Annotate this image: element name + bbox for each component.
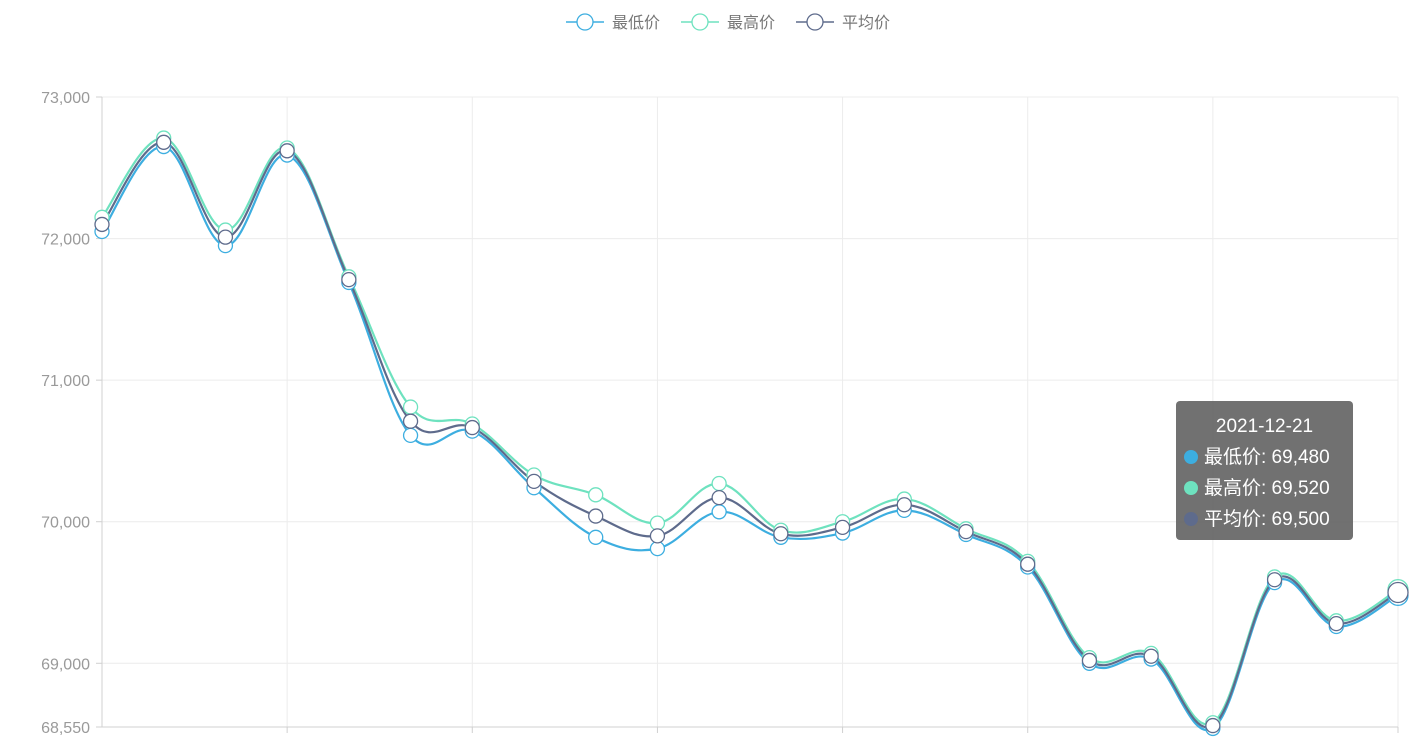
legend-marker xyxy=(691,13,709,31)
tooltip-title: 2021-12-21 xyxy=(1215,416,1314,437)
data-point[interactable] xyxy=(958,523,974,540)
data-point[interactable] xyxy=(649,528,666,544)
data-point[interactable] xyxy=(834,519,851,536)
legend-marker xyxy=(576,13,594,31)
data-point[interactable] xyxy=(217,229,234,245)
tooltip-row-high: 最高价: 69,520 xyxy=(1184,473,1345,504)
data-point[interactable] xyxy=(1020,556,1036,572)
legend-item-0[interactable]: 最低价 xyxy=(566,13,660,32)
legend-label: 最低价 xyxy=(612,14,660,32)
legend-label: 平均价 xyxy=(842,14,890,32)
tooltip-dot-avg xyxy=(1184,512,1198,526)
data-point[interactable] xyxy=(341,271,357,288)
legend-marker xyxy=(806,13,824,31)
chart-tooltip: 2021-12-21 最低价: 69,480 最高价: 69,520 平均价: … xyxy=(1176,401,1353,540)
data-point[interactable] xyxy=(711,504,727,520)
data-point[interactable] xyxy=(588,508,604,524)
data-point[interactable] xyxy=(896,497,912,513)
y-tick-label: 73,000 xyxy=(41,90,90,107)
data-point[interactable] xyxy=(649,515,666,531)
legend-item-1[interactable]: 最高价 xyxy=(681,13,775,32)
tooltip-row-avg: 平均价: 69,500 xyxy=(1184,504,1345,535)
series-points xyxy=(94,130,1409,737)
y-tick-label: 69,000 xyxy=(41,656,90,673)
tooltip-dot-high xyxy=(1184,481,1198,495)
data-point[interactable] xyxy=(773,526,789,542)
data-point[interactable] xyxy=(279,143,295,159)
tooltip-dot-low xyxy=(1184,450,1198,464)
data-point[interactable] xyxy=(156,134,172,150)
y-tick-label: 71,000 xyxy=(41,373,90,390)
data-point[interactable] xyxy=(94,216,110,233)
y-tick-label: 72,000 xyxy=(41,232,90,249)
data-point[interactable] xyxy=(402,427,419,444)
data-point[interactable] xyxy=(1081,652,1098,669)
data-point[interactable] xyxy=(711,490,727,506)
data-point[interactable] xyxy=(526,473,542,490)
data-point[interactable] xyxy=(711,475,727,492)
tooltip-label-high: 最高价: 69,520 xyxy=(1204,478,1330,499)
tooltip-row-low: 最低价: 69,480 xyxy=(1184,442,1345,473)
tooltip-label-avg: 平均价: 69,500 xyxy=(1204,509,1330,530)
data-point[interactable] xyxy=(402,399,419,415)
data-point[interactable] xyxy=(1266,572,1283,588)
data-point[interactable] xyxy=(588,487,604,503)
y-tick-label: 70,000 xyxy=(41,515,90,532)
data-point[interactable] xyxy=(588,529,604,545)
data-point[interactable] xyxy=(1387,581,1409,604)
series-line-1 xyxy=(101,136,1399,726)
data-point[interactable] xyxy=(1328,616,1344,632)
data-point[interactable] xyxy=(464,419,480,436)
data-point[interactable] xyxy=(402,413,419,429)
data-point[interactable] xyxy=(1205,717,1221,734)
legend-item-2[interactable]: 平均价 xyxy=(796,13,890,32)
axes: 73,000 72,000 71,000 70,000 69,000 68,550 xyxy=(41,90,1399,737)
data-point[interactable] xyxy=(649,540,666,557)
legend[interactable]: 最低价 最高价 平均价 xyxy=(566,13,890,32)
tooltip-label-low: 最低价: 69,480 xyxy=(1204,447,1330,468)
legend-label: 最高价 xyxy=(727,14,775,32)
data-point[interactable] xyxy=(1143,648,1159,664)
y-tick-label: 68,550 xyxy=(41,720,90,737)
series-line-2 xyxy=(101,141,1399,729)
